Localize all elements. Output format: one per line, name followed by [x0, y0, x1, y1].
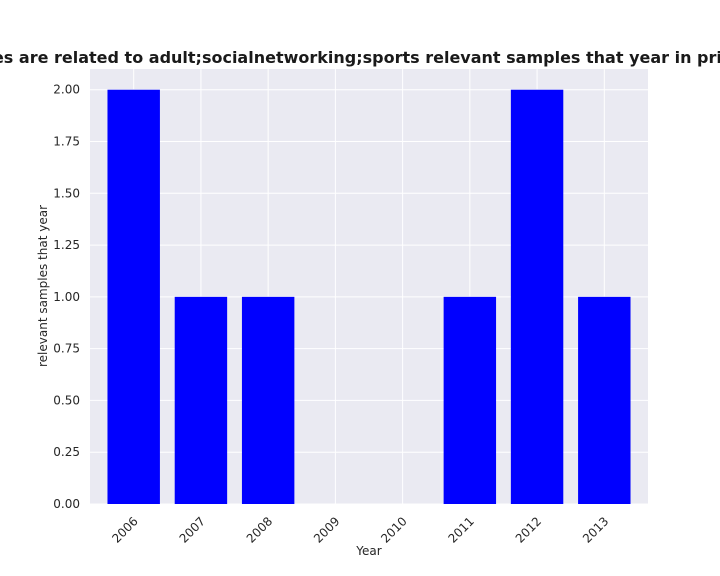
y-tick-label: 2.00: [53, 83, 80, 97]
y-tick-label: 0.25: [53, 445, 80, 459]
x-tick-label: 2006: [109, 514, 140, 545]
bars: [107, 89, 631, 504]
x-tick-label: 2011: [445, 514, 476, 545]
y-tick-label: 0.75: [53, 342, 80, 356]
x-tick-label: 2007: [177, 514, 208, 545]
y-tick-label: 0.00: [53, 497, 80, 511]
x-tick-label: 2009: [311, 514, 342, 545]
x-tick-label: 2013: [580, 514, 611, 545]
grid-lines: [90, 69, 648, 505]
bar-2007: [174, 296, 228, 504]
y-tick-label: 0.50: [53, 393, 80, 407]
y-tick-label: 1.50: [53, 186, 80, 200]
x-tick-label: 2008: [244, 514, 275, 545]
bar-2008: [241, 296, 295, 504]
y-tick-label: 1.75: [53, 135, 80, 149]
plot-area: [90, 69, 648, 504]
x-tick-label: 2010: [378, 514, 409, 545]
chart-title: Categories are related to adult;socialne…: [0, 48, 720, 67]
bar-2006: [107, 89, 160, 504]
x-tick-label: 2012: [513, 514, 544, 545]
x-axis-label: Year: [355, 544, 381, 558]
y-axis-label: relevant samples that year: [36, 205, 50, 367]
y-tick-label: 1.25: [53, 238, 80, 252]
y-axis-ticks: 0.00 0.25 0.50 0.75 1.00 1.25 1.50 1.75 2.00: [53, 83, 80, 511]
bar-2013: [578, 296, 631, 504]
y-tick-label: 1.00: [53, 290, 80, 304]
bar-2011: [443, 296, 497, 504]
bar-2012: [510, 89, 564, 504]
x-axis-ticks: 2006 2007 2008 2009 2010 2011 2012 2013: [109, 514, 611, 545]
